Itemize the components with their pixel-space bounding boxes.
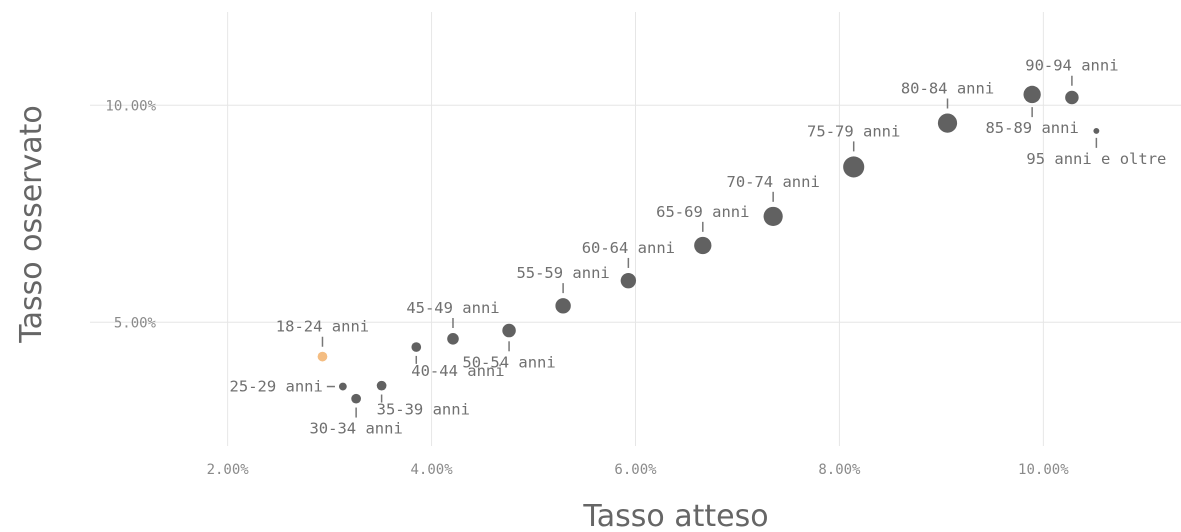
data-point [1093,127,1100,134]
data-label: 70-74 anni [726,173,819,191]
y-axis-title: Tasso osservato [14,105,49,344]
data-label: 65-69 anni [656,203,749,221]
x-tick-label: 10.00% [1018,462,1069,478]
x-tick-label: 6.00% [614,462,657,478]
data-point [376,380,387,391]
data-label: 95 anni e oltre [1026,150,1166,168]
axis-ticks: 2.00% 4.00% 6.00% 8.00% 10.00% 5.00% 10.00% [105,98,1069,478]
data-point [1023,85,1041,104]
data-label: 85-89 anni [985,119,1078,137]
data-label: 35-39 anni [377,401,470,419]
data-point [555,298,571,314]
data-label: 60-64 anni [582,239,675,257]
x-tick-label: 2.00% [207,462,250,478]
data-points [317,85,1100,404]
data-label: 55-59 anni [516,264,609,282]
x-axis-title: Tasso atteso [582,499,768,532]
x-tick-label: 8.00% [818,462,861,478]
data-point [502,323,516,338]
data-point [317,351,328,362]
data-label: 18-24 anni [276,318,369,336]
data-point [843,156,865,178]
data-point [763,206,783,227]
data-point [338,382,347,391]
data-label: 40-44 anni [411,362,504,380]
data-label: 45-49 anni [406,299,499,317]
data-point [620,272,637,289]
y-tick-label: 10.00% [105,98,156,114]
data-label: 90-94 anni [1025,57,1118,75]
data-label: 50-54 anni [462,353,555,371]
x-tick-label: 4.00% [410,462,453,478]
data-point [447,333,459,345]
data-point [351,393,361,404]
data-point [694,236,712,255]
data-label: 75-79 anni [807,122,900,140]
data-point [937,113,958,133]
data-label: 80-84 anni [901,80,994,98]
y-tick-label: 5.00% [114,315,157,331]
grid-lines [90,12,1181,446]
data-label: 30-34 anni [309,420,402,438]
data-point [1065,90,1079,105]
data-label: 25-29 anni [230,378,323,396]
label-leaders [321,75,1098,418]
data-point [411,342,422,352]
